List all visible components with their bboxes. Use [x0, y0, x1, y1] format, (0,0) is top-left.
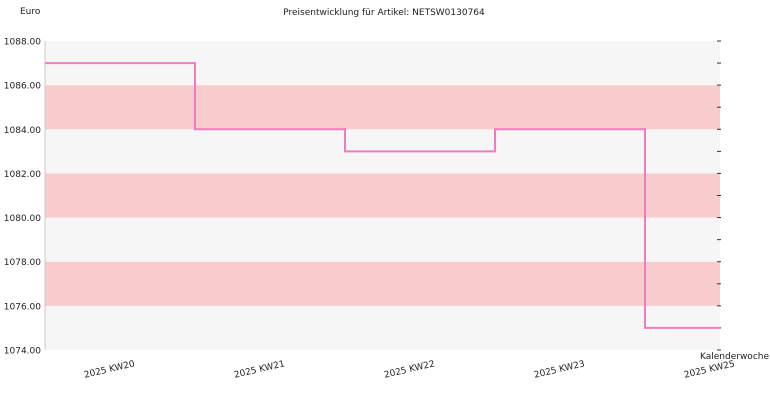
y-tick-label: 1088.00: [4, 38, 41, 48]
x-axis-label: Kalenderwoche: [700, 352, 769, 362]
x-tick-label: 2025 KW23: [533, 359, 586, 380]
y-tick-label: 1078.00: [4, 258, 41, 268]
grid-band: [45, 217, 720, 262]
y-tick-label: 1082.00: [4, 170, 41, 180]
x-tick-label: 2025 KW25: [683, 359, 736, 380]
y-axis-label: Euro: [20, 7, 41, 17]
plot-background-bands: [44, 41, 720, 350]
grid-band: [45, 173, 720, 218]
grid-band: [45, 85, 720, 130]
y-tick-label: 1080.00: [4, 214, 41, 224]
y-tick-label: 1074.00: [4, 347, 41, 357]
x-tick-label: 2025 KW20: [83, 359, 136, 380]
x-tick-label: 2025 KW22: [383, 359, 436, 380]
y-tick-label: 1086.00: [4, 82, 41, 92]
grid-band: [45, 261, 720, 306]
price-series-line: [45, 62, 720, 329]
chart-title: Preisentwicklung für Artikel: NETSW01307…: [283, 8, 485, 18]
x-tick-label: 2025 KW21: [233, 359, 286, 380]
y-tick-label: 1084.00: [4, 126, 41, 136]
grid-band: [45, 305, 720, 350]
y-tick-label: 1076.00: [4, 302, 41, 312]
